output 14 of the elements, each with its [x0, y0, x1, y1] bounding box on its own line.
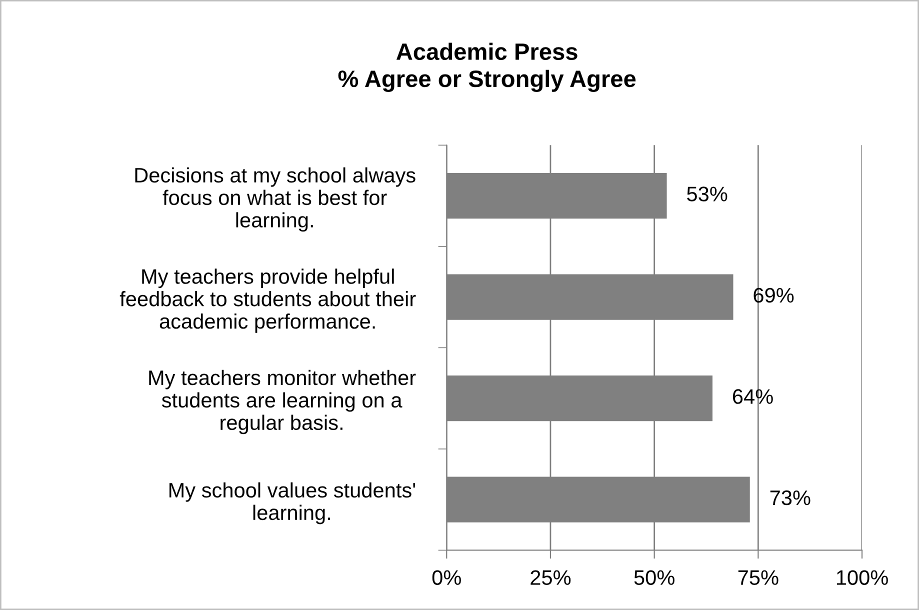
y-tick-label: My school values students' learning.: [169, 482, 416, 524]
y-tick-label: My teachers provide helpful feedback to students about their academic performance.: [120, 268, 416, 333]
data-label: 69%: [754, 288, 794, 303]
x-tick-label: 25%: [530, 570, 571, 585]
x-tick-label: 100%: [836, 570, 888, 585]
data-label: 64%: [732, 389, 773, 404]
y-tick-label: My teachers monitor whether students are learning on a regular basis.: [149, 370, 416, 434]
x-tick-label: 50%: [634, 570, 674, 585]
x-tick-label: 0%: [432, 570, 461, 585]
chart-title: Academic Press % Agree or Strongly Agree: [338, 42, 636, 92]
data-label: 53%: [687, 186, 728, 202]
x-tick-label: 75%: [738, 570, 778, 585]
y-tick-label: Decisions at my school always focus on what is best for learning.: [135, 167, 416, 232]
data-label: 73%: [770, 490, 810, 506]
